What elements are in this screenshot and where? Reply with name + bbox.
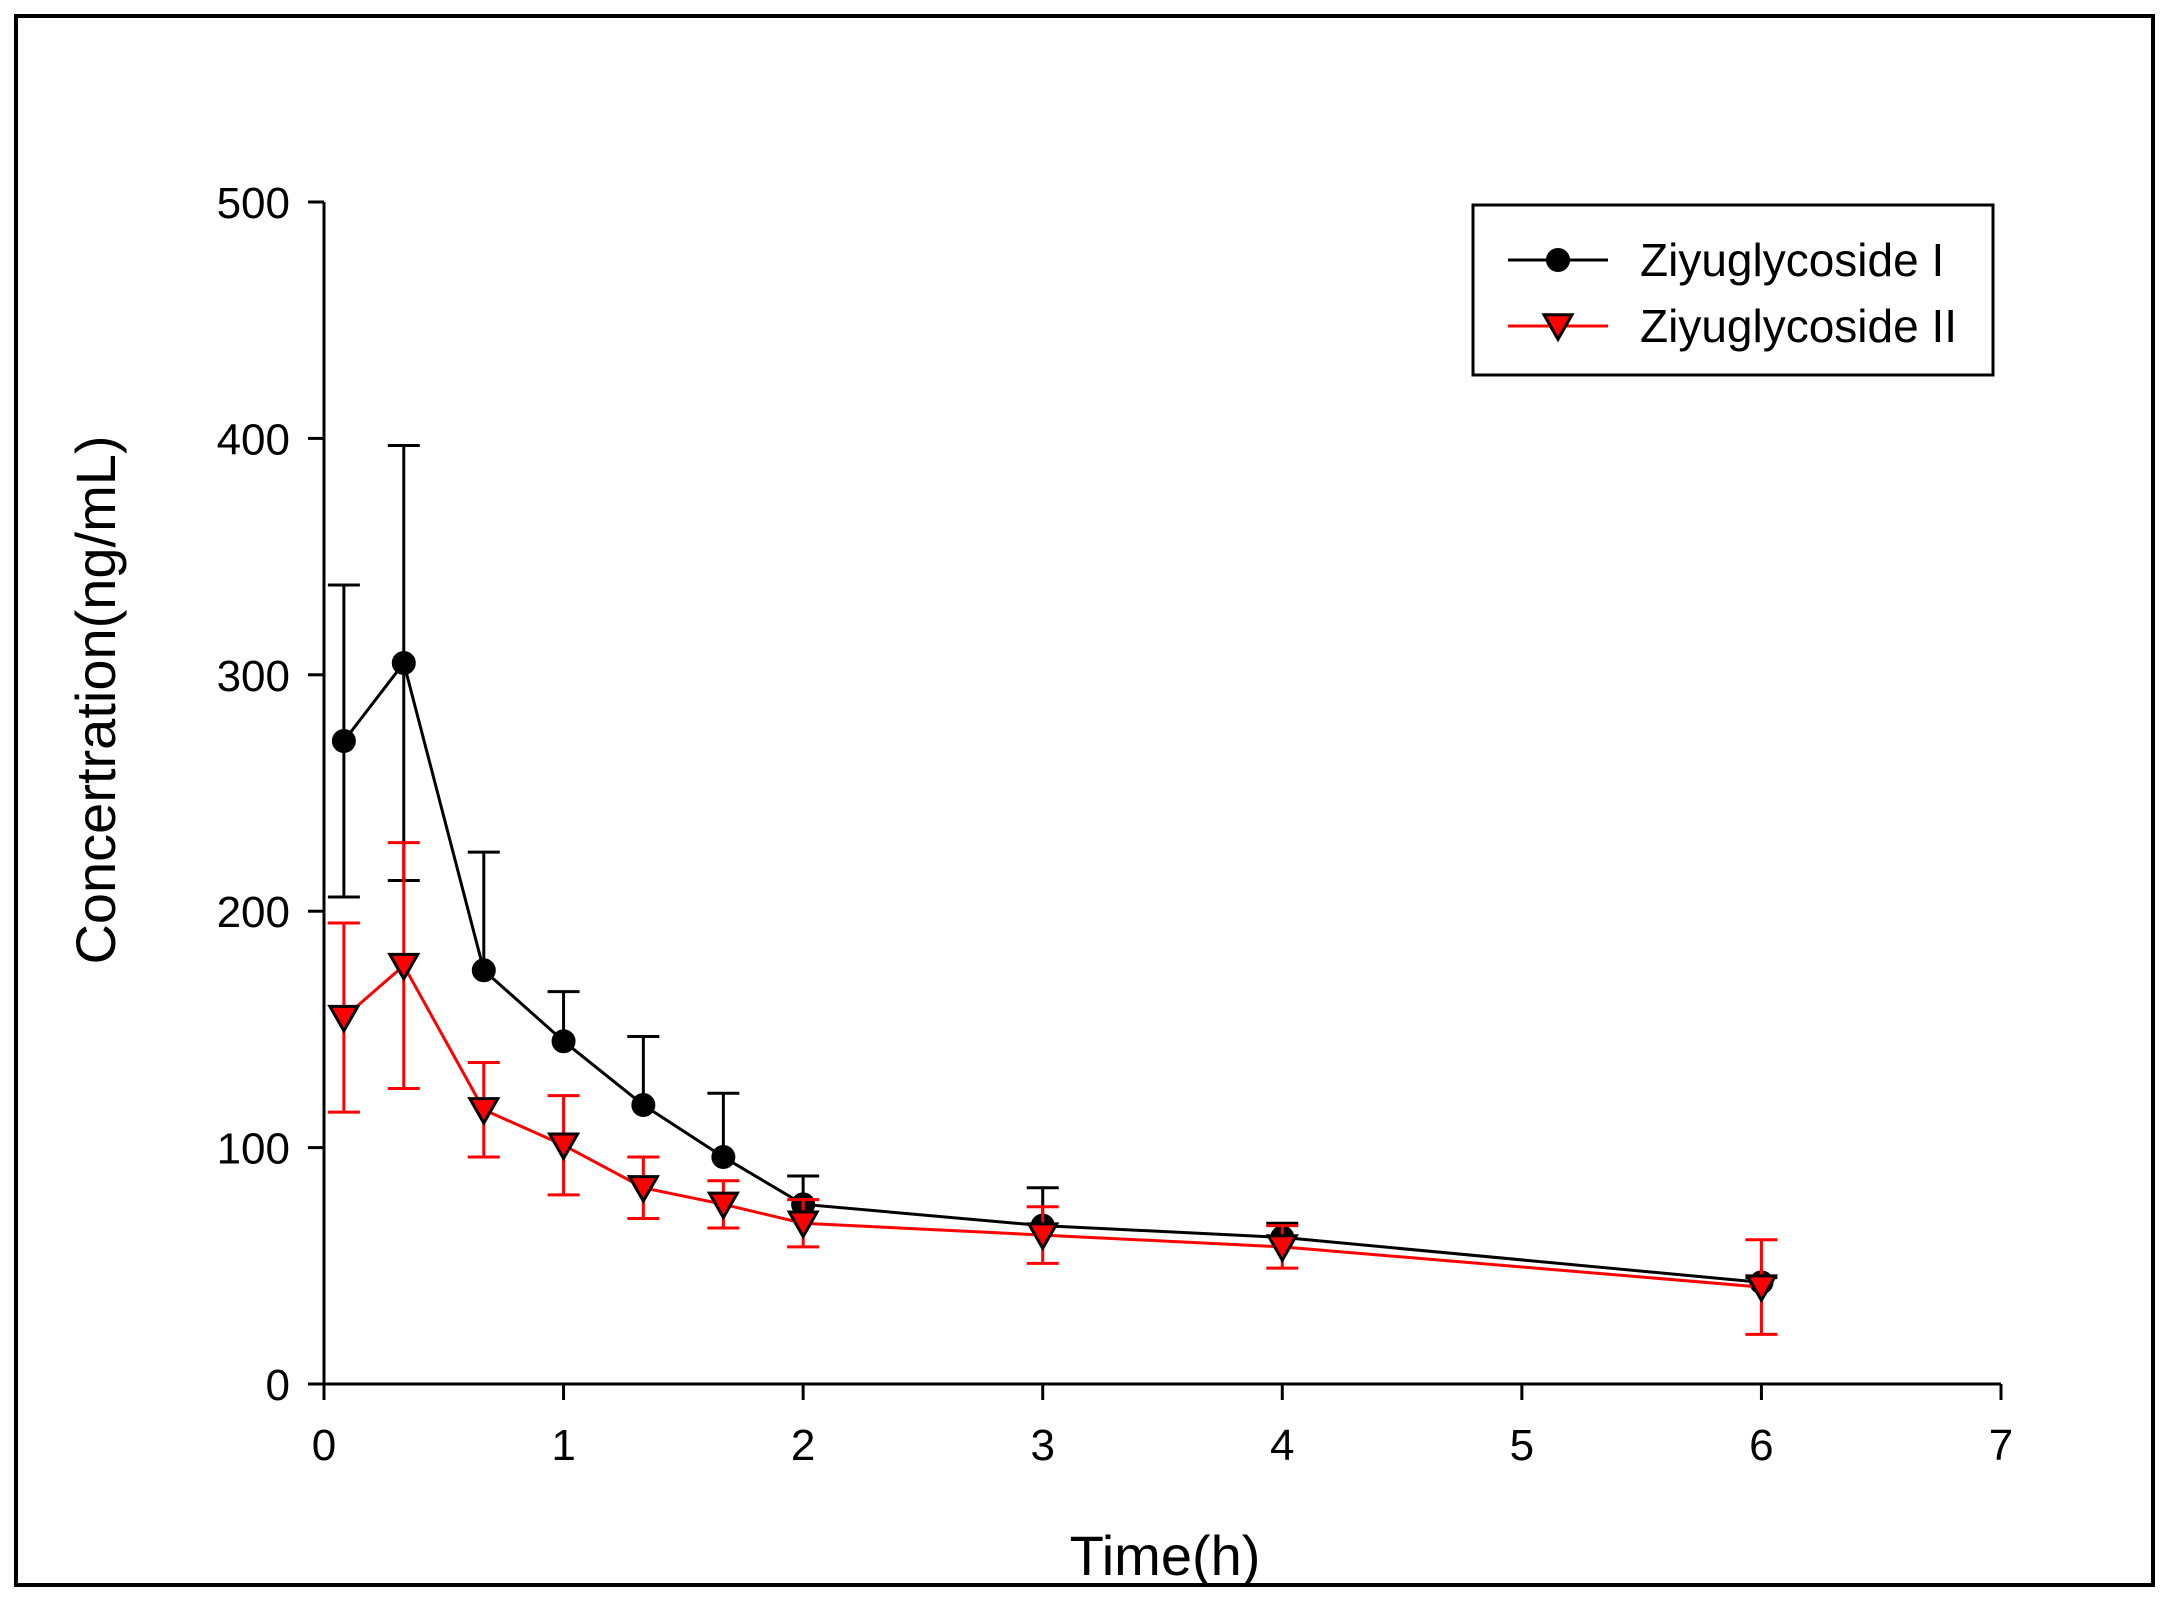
x-tick-label: 2 (791, 1421, 815, 1470)
axes (322, 202, 2001, 1386)
ziyuglycoside-ii-point (467, 1097, 501, 1127)
ziyuglycoside-ii-point (786, 1210, 820, 1240)
legend-ziyuglycoside-ii-label: Ziyuglycoside II (1640, 300, 1957, 352)
y-axis-title: Concertration(ng/mL) (64, 435, 127, 964)
y-ticks: 0 100 200 300 400 500 (217, 179, 324, 1410)
legend-ziyuglycoside-i-label: Ziyuglycoside I (1640, 234, 1944, 286)
x-tick-label: 6 (1749, 1421, 1773, 1470)
ziyuglycoside-ii-point (626, 1175, 660, 1205)
ziyuglycoside-i-point (391, 650, 416, 675)
ziyuglycoside-ii-point (1026, 1222, 1060, 1252)
ziyuglycoside-ii-line (342, 963, 1762, 1289)
legend-box (1471, 203, 1995, 377)
legend-ziyuglycoside-i-marker (1546, 248, 1570, 272)
ziyuglycoside-i-line (342, 659, 1762, 1284)
ziyuglycoside-i-point (331, 728, 356, 753)
y-tick-label: 200 (217, 888, 290, 937)
ziyuglycoside-i-point (551, 1029, 576, 1054)
ziyuglycoside-ii-point (706, 1191, 740, 1221)
series-2 (327, 841, 1779, 1336)
x-tick-label: 5 (1510, 1421, 1534, 1470)
x-tick-label: 0 (312, 1421, 336, 1470)
x-ticks: 0 1 2 3 4 5 6 7 (312, 1384, 2013, 1470)
x-tick-label: 3 (1030, 1421, 1054, 1470)
series-1 (327, 443, 1778, 1295)
ziyuglycoside-i-point (471, 958, 496, 983)
legend: Ziyuglycoside I Ziyuglycoside II (1471, 203, 1995, 377)
y-tick-label: 500 (217, 179, 290, 228)
y-tick-label: 100 (217, 1125, 290, 1174)
x-tick-label: 1 (551, 1421, 575, 1470)
y-tick-label: 400 (217, 415, 290, 464)
x-tick-label: 7 (1989, 1421, 2013, 1470)
ziyuglycoside-ii-point (1265, 1234, 1299, 1264)
ziyuglycoside-ii-point (327, 1004, 361, 1034)
legend-ziyuglycoside-ii-marker (1541, 313, 1575, 343)
y-tick-label: 0 (266, 1361, 290, 1410)
x-axis-title: Time(h) (1070, 1524, 1261, 1587)
ziyuglycoside-ii-point (546, 1132, 581, 1162)
series-layer (327, 443, 1779, 1336)
y-tick-label: 300 (217, 652, 290, 701)
ziyuglycoside-i-point (711, 1145, 736, 1170)
ziyuglycoside-ii-point (387, 952, 421, 982)
ziyuglycoside-i-point (631, 1093, 656, 1118)
x-tick-label: 4 (1270, 1421, 1294, 1470)
ziyuglycoside-ii-point (1744, 1274, 1779, 1304)
